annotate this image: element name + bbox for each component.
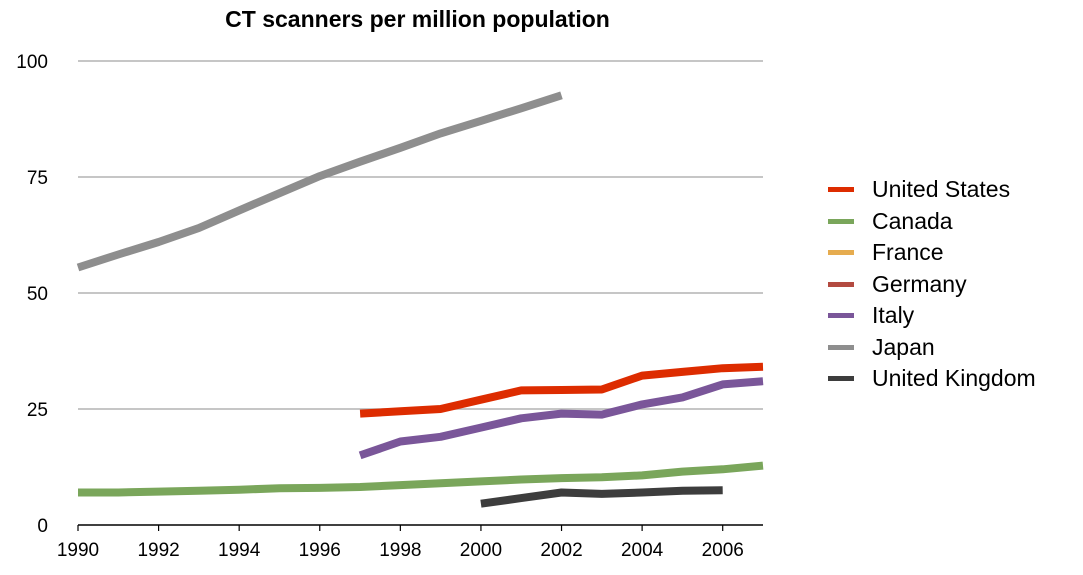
y-tick-label: 50: [27, 284, 48, 305]
legend-swatch: [828, 187, 854, 193]
x-tick-label: 1996: [299, 540, 341, 561]
y-tick-label: 25: [27, 400, 48, 421]
legend-swatch: [828, 281, 854, 287]
series-line-japan: [76, 91, 563, 272]
legend-item-japan: Japan: [828, 332, 1036, 364]
legend-label: Germany: [872, 270, 967, 297]
series-line-united-states: [359, 362, 764, 418]
y-tick-labels: 0 25 50 75 100: [16, 52, 48, 537]
legend-item-italy: Italy: [828, 300, 1036, 332]
legend-label: France: [872, 239, 944, 266]
legend-swatch: [828, 313, 854, 319]
chart-title: CT scanners per million population: [225, 6, 610, 32]
legend-label: United Kingdom: [872, 365, 1036, 392]
gridlines: [78, 60, 763, 410]
x-tick-labels: 1990 1992 1994 1996 1998 2000 2002 2004 2006: [57, 540, 744, 561]
x-tick-label: 1994: [218, 540, 261, 561]
x-tick-label: 2000: [460, 540, 502, 561]
legend-item-france: France: [828, 237, 1036, 269]
y-tick-label: 100: [16, 52, 48, 73]
x-tick-label: 2006: [702, 540, 744, 561]
axes: [77, 524, 763, 531]
x-tick-label: 2004: [621, 540, 664, 561]
y-tick-label: 75: [27, 168, 48, 189]
legend-label: United States: [872, 176, 1011, 203]
y-tick-label: 0: [37, 516, 48, 537]
legend-swatch: [828, 376, 854, 382]
x-tick-label: 1992: [137, 540, 179, 561]
series-line-canada: [78, 461, 764, 497]
x-tick-label: 1990: [57, 540, 99, 561]
legend-label: Canada: [872, 207, 953, 234]
legend-swatch: [828, 218, 854, 224]
legend-item-canada: Canada: [828, 206, 1036, 238]
legend-swatch: [828, 250, 854, 256]
x-tick-label: 1998: [379, 540, 421, 561]
legend-item-united-kingdom: United Kingdom: [828, 363, 1036, 395]
series-line-italy: [358, 377, 764, 460]
legend-item-united-states: United States: [828, 174, 1036, 206]
legend-label: Japan: [872, 333, 935, 360]
series-lines: [76, 91, 764, 508]
legend-item-germany: Germany: [828, 269, 1036, 301]
x-tick-label: 2002: [540, 540, 582, 561]
legend-label: Italy: [872, 302, 915, 329]
legend: United States Canada France Germany Italy Jap…: [828, 174, 1036, 395]
series-line-united-kingdom: [480, 486, 723, 508]
legend-swatch: [828, 344, 854, 350]
